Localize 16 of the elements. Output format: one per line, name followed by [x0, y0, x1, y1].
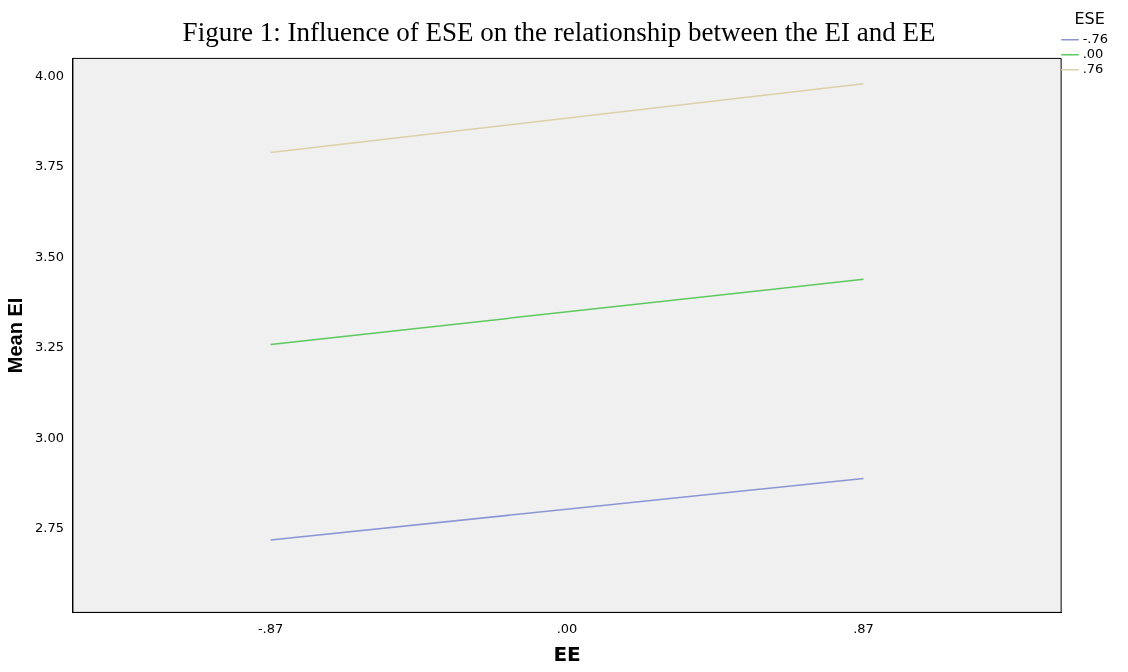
legend-label: .00	[1082, 46, 1104, 62]
y-tick-label: 3.25	[34, 339, 64, 355]
y-tick-label: 4.00	[34, 67, 64, 83]
chart-title: Figure 1: Influence of ESE on the relationship between the EI and EE	[182, 17, 936, 48]
legend-label: -.76	[1082, 31, 1109, 47]
y-tick-label: 3.00	[34, 429, 64, 445]
legend-title: ESE	[1074, 9, 1105, 29]
y-tick-label: 3.75	[34, 158, 64, 174]
y-tick-label: 3.50	[34, 248, 64, 264]
x-axis-title: EE	[553, 642, 581, 667]
y-axis-title: Mean EI	[3, 297, 26, 374]
y-tick-label: 2.75	[34, 520, 64, 536]
x-tick-label: .87	[853, 620, 874, 636]
legend-label: .76	[1082, 61, 1104, 77]
x-tick-label: -.87	[257, 620, 284, 636]
x-tick-label: .00	[556, 620, 578, 636]
